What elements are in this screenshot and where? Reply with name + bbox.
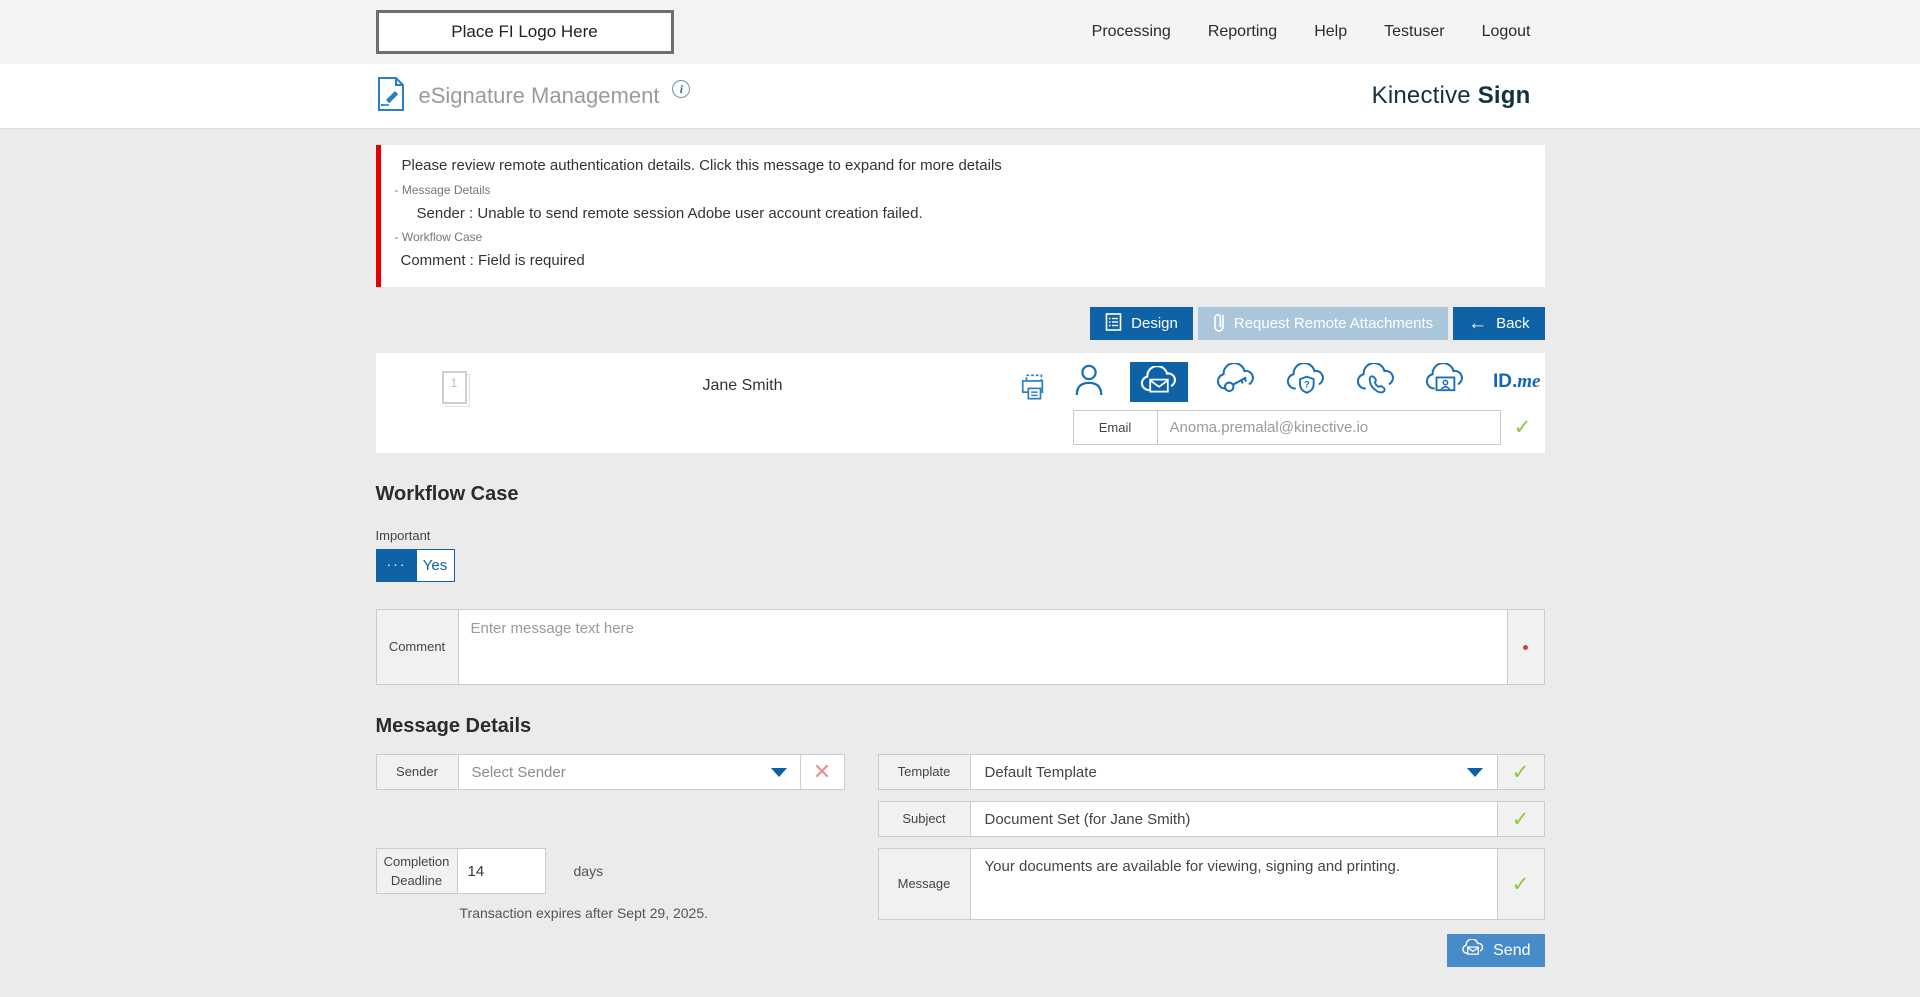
required-dot-icon	[1523, 644, 1528, 650]
printer-icon[interactable]	[1019, 372, 1047, 407]
fi-logo-placeholder[interactable]: Place FI Logo Here	[375, 10, 674, 54]
message-valid-check-icon: ✓	[1511, 872, 1530, 896]
cloud-email-icon-selected[interactable]	[1130, 362, 1189, 402]
nav-logout[interactable]: Logout	[1481, 23, 1531, 40]
svg-text:?: ?	[1304, 379, 1310, 389]
send-button[interactable]: Send	[1447, 934, 1545, 967]
sender-select-placeholder: Select Sender	[471, 763, 566, 781]
template-select[interactable]: Default Template	[970, 755, 1498, 789]
cloud-phone-icon[interactable]	[1354, 361, 1398, 402]
subject-input[interactable]: Document Set (for Jane Smith)	[970, 802, 1498, 836]
toggle-dots[interactable]: ···	[376, 550, 417, 581]
message-details-grid: Sender Select Sender ✕ Completion Deadli…	[375, 754, 1545, 967]
completion-deadline-row: Completion Deadline days	[375, 848, 845, 894]
brand-logo: Kinective Sign	[1372, 82, 1545, 110]
template-select-value: Default Template	[984, 763, 1097, 781]
design-icon	[1105, 312, 1122, 335]
alert-comment-error: Comment : Field is required	[400, 252, 585, 269]
design-label: Design	[1131, 315, 1178, 332]
design-button[interactable]: Design	[1090, 307, 1193, 340]
main-content: Please review remote authentication deta…	[0, 129, 1920, 997]
important-label: Important	[375, 528, 431, 543]
subject-label: Subject	[878, 802, 971, 836]
required-indicator	[1508, 610, 1544, 684]
send-label: Send	[1493, 941, 1531, 959]
send-cloud-email-icon	[1461, 937, 1485, 963]
document-count-icon[interactable]: 1	[441, 371, 467, 404]
paperclip-icon	[1213, 311, 1225, 337]
message-field-row: Message Your documents are available for…	[877, 848, 1545, 920]
toolbar: Design Request Remote Attachments ← Back	[376, 307, 1545, 340]
fi-logo-text: Place FI Logo Here	[451, 22, 598, 41]
sender-invalid-close-icon[interactable]: ✕	[799, 755, 844, 789]
sender-select[interactable]: Select Sender	[459, 755, 800, 789]
subject-field-row: Subject Document Set (for Jane Smith) ✓	[877, 801, 1545, 837]
auth-method-icons: ?	[1073, 361, 1545, 403]
esignature-document-icon	[376, 76, 406, 117]
toggle-yes-value[interactable]: Yes	[416, 550, 454, 581]
workflow-case-heading: Workflow Case	[375, 483, 519, 505]
nav-processing[interactable]: Processing	[1091, 23, 1171, 40]
message-details-heading: Message Details	[375, 715, 532, 737]
info-icon[interactable]: i	[672, 80, 691, 98]
back-button[interactable]: ← Back	[1453, 307, 1545, 340]
page-header: eSignature Management i Kinective Sign	[0, 64, 1920, 129]
page-title: eSignature Management	[418, 83, 660, 108]
message-textarea[interactable]: Your documents are available for viewing…	[970, 849, 1498, 919]
completion-deadline-input[interactable]	[457, 848, 546, 894]
alert-sender-error: Sender : Unable to send remote session A…	[416, 205, 923, 222]
recipient-name: Jane Smith	[702, 377, 783, 394]
important-toggle[interactable]: ··· Yes	[375, 549, 455, 582]
nav-testuser[interactable]: Testuser	[1384, 23, 1445, 40]
request-remote-attachments-button[interactable]: Request Remote Attachments	[1197, 307, 1449, 340]
cloud-id-verification-icon[interactable]	[1423, 361, 1467, 402]
alert-banner[interactable]: Please review remote authentication deta…	[375, 145, 1545, 287]
expiry-note: Transaction expires after Sept 29, 2025.	[459, 905, 709, 921]
cloud-access-code-icon[interactable]	[1214, 361, 1258, 402]
recipient-card: 1 Jane Smith	[375, 353, 1545, 453]
message-label: Message	[878, 849, 971, 919]
send-row: Send	[878, 934, 1545, 967]
in-person-icon[interactable]	[1073, 362, 1105, 403]
authentication-column: ?	[1072, 361, 1545, 445]
sender-field-row: Sender Select Sender ✕	[375, 754, 845, 790]
nav-reporting[interactable]: Reporting	[1207, 23, 1278, 40]
message-details-right-column: Template Default Template ✓ Subject Docu…	[877, 754, 1545, 967]
completion-deadline-label: Completion Deadline	[375, 848, 458, 894]
comment-label: Comment	[377, 610, 459, 684]
template-field-row: Template Default Template ✓	[877, 754, 1545, 790]
request-remote-attachments-label: Request Remote Attachments	[1233, 315, 1434, 332]
email-input[interactable]: Anoma.premalal@kinective.io	[1156, 410, 1501, 445]
idme-logo[interactable]: ID.me	[1493, 371, 1541, 393]
email-valid-check-icon: ✓	[1513, 416, 1532, 439]
alert-title: Please review remote authentication deta…	[401, 157, 1002, 174]
idme-me-text: me	[1517, 371, 1541, 392]
top-nav: Processing Reporting Help Testuser Logou…	[1092, 23, 1545, 41]
top-bar: Place FI Logo Here Processing Reporting …	[0, 0, 1920, 64]
cloud-security-question-icon[interactable]: ?	[1284, 361, 1328, 402]
chevron-down-icon	[770, 767, 787, 777]
brand-regular: Kinective	[1371, 82, 1478, 109]
email-row: Email Anoma.premalal@kinective.io ✓	[1072, 410, 1545, 445]
sender-label: Sender	[376, 755, 459, 789]
brand-bold: Sign	[1477, 82, 1531, 109]
email-label: Email	[1072, 410, 1157, 445]
idme-id-text: ID.	[1493, 371, 1518, 392]
document-count: 1	[450, 376, 458, 390]
template-valid-check-icon: ✓	[1511, 760, 1530, 784]
comment-field-row: Comment	[375, 609, 1545, 685]
template-label: Template	[878, 755, 971, 789]
back-arrow-icon: ←	[1468, 313, 1488, 334]
subject-valid-check-icon: ✓	[1511, 807, 1530, 831]
chevron-down-icon	[1466, 767, 1483, 777]
deadline-unit-label: days	[573, 863, 604, 879]
message-details-left-column: Sender Select Sender ✕ Completion Deadli…	[375, 754, 845, 921]
alert-group-workflow-case: - Workflow Case	[394, 230, 483, 244]
back-label: Back	[1496, 315, 1530, 332]
nav-help[interactable]: Help	[1314, 23, 1348, 40]
alert-group-message-details: - Message Details	[394, 183, 491, 197]
comment-textarea[interactable]	[458, 610, 1508, 684]
